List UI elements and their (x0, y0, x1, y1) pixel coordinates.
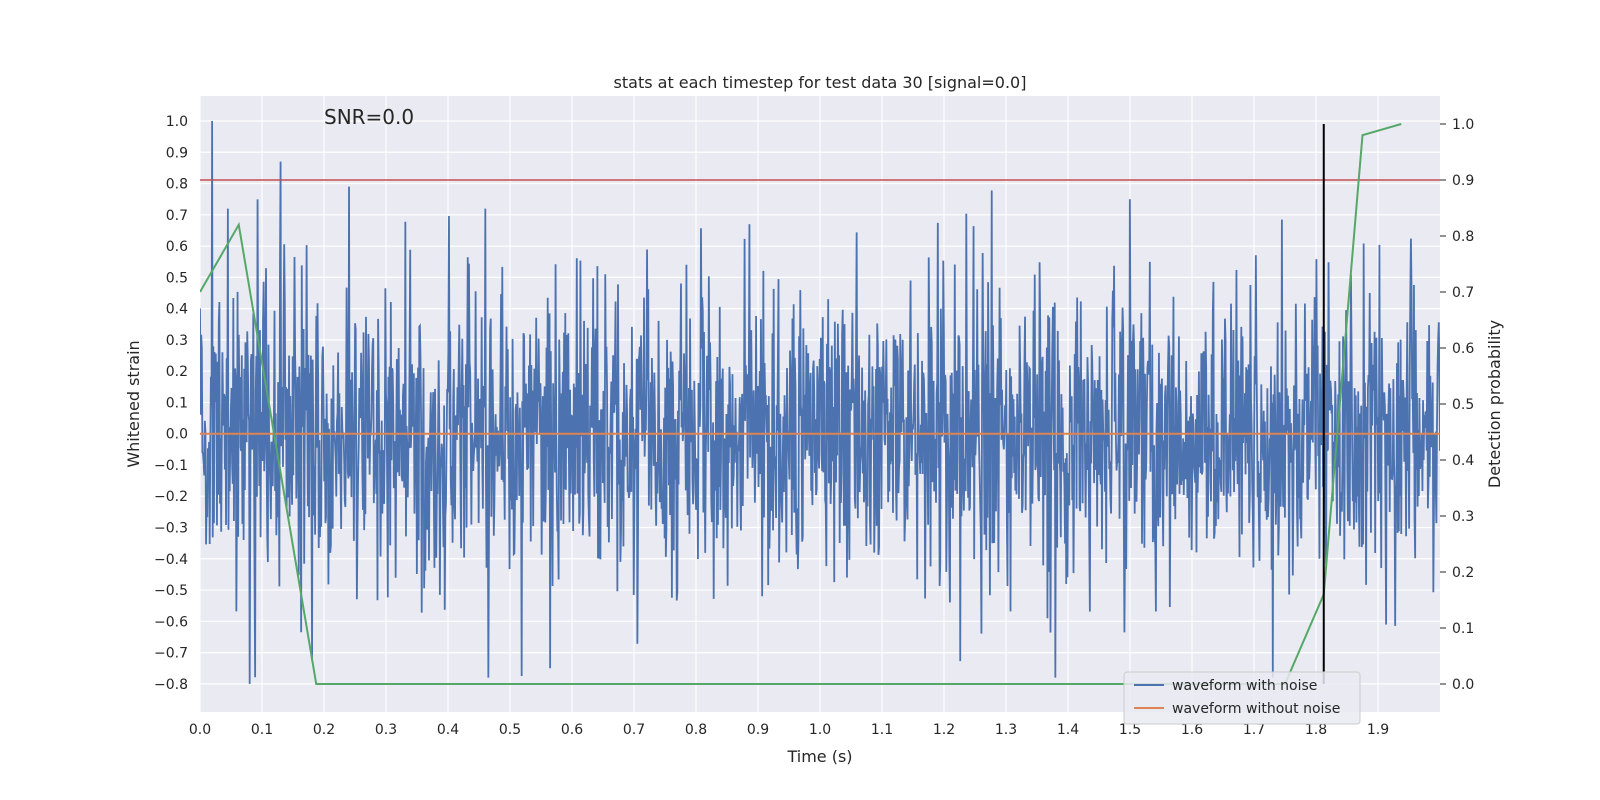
y2-tick-label: 0.8 (1452, 229, 1474, 245)
snr-annotation: SNR=0.0 (324, 105, 414, 129)
y-tick-label: −0.2 (154, 489, 188, 505)
y2-tick-label: 0.3 (1452, 509, 1474, 525)
y-axis-label: Whitened strain (124, 340, 143, 467)
legend-label-waveform-with-noise: waveform with noise (1172, 678, 1317, 694)
x-tick-label: 0.5 (499, 722, 521, 738)
y-tick-label: 0.8 (166, 177, 188, 193)
x-tick-label: 0.2 (313, 722, 335, 738)
y-tick-label: 0.2 (166, 364, 188, 380)
y-tick-label: −0.7 (154, 646, 188, 662)
x-tick-label: 0.6 (561, 722, 583, 738)
y2-tick-label: 0.0 (1452, 677, 1474, 693)
legend: waveform with noise waveform without noi… (1123, 671, 1361, 725)
x-tick-label: 1.8 (1305, 722, 1327, 738)
y2-tick-label: 0.6 (1452, 341, 1474, 357)
x-tick-label: 1.3 (995, 722, 1017, 738)
x-tick-label: 0.4 (437, 722, 459, 738)
x-tick-label: 1.4 (1057, 722, 1079, 738)
y-tick-label: 0.7 (166, 208, 188, 224)
y-tick-label: 0.3 (166, 333, 188, 349)
y-tick-label: 0.1 (166, 395, 188, 411)
x-tick-label: 1.7 (1243, 722, 1265, 738)
y-axis-ticks: 1.0 0.9 0.8 0.7 0.6 0.5 0.4 0.3 0.2 0.1 0.0 −0.1 −0.… (154, 114, 188, 693)
x-tick-label: 0.0 (189, 722, 211, 738)
x-tick-label: 0.9 (747, 722, 769, 738)
y2-tick-label: 0.7 (1452, 285, 1474, 301)
y-tick-label: 0.4 (166, 302, 188, 318)
x-tick-label: 1.2 (933, 722, 955, 738)
plot-series (200, 121, 1440, 685)
y2-tick-label: 0.4 (1452, 453, 1474, 469)
y2-tick-label: 0.5 (1452, 397, 1474, 413)
chart-title: stats at each timestep for test data 30 … (614, 73, 1027, 92)
y2-axis-ticks: 1.0 0.9 0.8 0.7 0.6 0.5 0.4 0.3 0.2 0.1 0.0 (1440, 117, 1474, 693)
y2-tick-label: 0.9 (1452, 173, 1474, 189)
legend-label-waveform-without-noise: waveform without noise (1172, 701, 1340, 717)
x-tick-label: 0.7 (623, 722, 645, 738)
x-axis-label: Time (s) (786, 747, 852, 766)
x-tick-label: 1.9 (1367, 722, 1389, 738)
y-tick-label: −0.6 (154, 614, 188, 630)
y-tick-label: 0.0 (166, 427, 188, 443)
y-tick-label: 0.6 (166, 239, 188, 255)
x-tick-label: 0.3 (375, 722, 397, 738)
x-tick-label: 1.1 (871, 722, 893, 738)
series-detection-probability (200, 123, 1402, 685)
y2-axis-label: Detection probability (1485, 320, 1504, 488)
y-tick-label: −0.4 (154, 552, 188, 568)
x-tick-label: 1.6 (1181, 722, 1203, 738)
x-tick-label: 0.1 (251, 722, 273, 738)
y-tick-label: 0.5 (166, 270, 188, 286)
y2-tick-label: 0.2 (1452, 565, 1474, 581)
x-tick-label: 1.5 (1119, 722, 1141, 738)
legend-box (1123, 671, 1361, 725)
y2-tick-label: 1.0 (1452, 117, 1474, 133)
series-waveform-with-noise (200, 121, 1440, 684)
x-tick-label: 1.0 (809, 722, 831, 738)
y-tick-label: 0.9 (166, 145, 188, 161)
x-axis-ticks: 0.0 0.1 0.2 0.3 0.4 0.5 0.6 0.7 0.8 0.9 1.0 1.1 1.2 1… (189, 722, 1389, 738)
y2-tick-label: 0.1 (1452, 621, 1474, 637)
y-tick-label: −0.5 (154, 583, 188, 599)
y-tick-label: −0.3 (154, 521, 188, 537)
x-tick-label: 0.8 (685, 722, 707, 738)
y-tick-label: −0.1 (154, 458, 188, 474)
y-tick-label: −0.8 (154, 677, 188, 693)
y-tick-label: 1.0 (166, 114, 188, 130)
